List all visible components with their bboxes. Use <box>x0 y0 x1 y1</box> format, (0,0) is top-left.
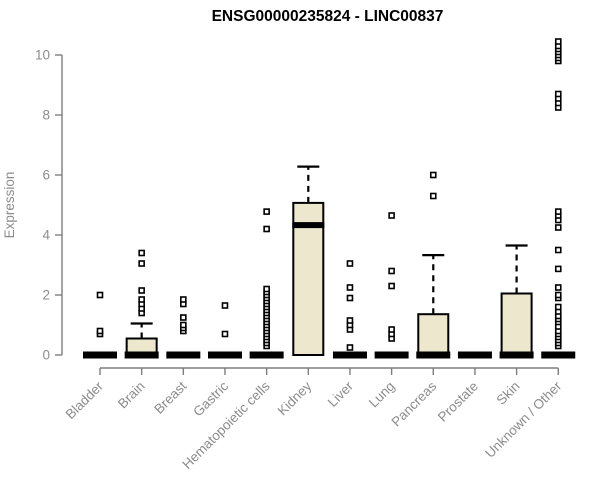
median-pancreas <box>416 351 451 359</box>
outlier-point-hematopoietic-cells <box>263 208 270 215</box>
outlier-point-breast <box>180 296 187 303</box>
median-lung <box>374 351 409 359</box>
chart-title: ENSG00000235824 - LINC00837 <box>211 8 444 25</box>
median-breast <box>166 351 201 359</box>
outlier-point-brain <box>138 287 145 294</box>
x-tick-label-lung: Lung <box>366 379 398 411</box>
x-tick-label-breast: Breast <box>151 378 189 416</box>
outlier-point-breast <box>180 321 187 329</box>
outlier-point-brain <box>138 296 145 303</box>
outlier-point-lung <box>388 267 395 275</box>
outlier-point-hematopoietic-cells <box>263 225 270 233</box>
median-gastric <box>207 351 242 359</box>
y-tick-label: 10 <box>35 48 50 63</box>
x-tick-label-liver: Liver <box>325 378 357 410</box>
outlier-point-liver <box>346 294 354 302</box>
outlier-point-unknown-other <box>554 224 562 231</box>
median-brain <box>124 351 159 359</box>
outlier-point-brain <box>138 249 145 257</box>
median-skin <box>499 351 534 359</box>
x-tick-label-skin: Skin <box>494 379 523 408</box>
outlier-point-unknown-other <box>554 284 562 291</box>
outlier-point-liver <box>346 344 354 351</box>
x-tick-label-prostate: Prostate <box>435 379 481 425</box>
outlier-point-unknown-other <box>554 303 562 311</box>
median-liver <box>332 351 367 359</box>
x-tick-label-unknown-other: Unknown / Other <box>482 378 565 461</box>
outlier-point-unknown-other <box>554 265 562 273</box>
box-skin <box>500 292 533 356</box>
outlier-point-gastric <box>221 330 229 338</box>
box-pancreas <box>417 313 450 357</box>
x-tick-label-gastric: Gastric <box>190 378 231 419</box>
outlier-point-hematopoietic-cells <box>263 285 270 293</box>
outlier-point-unknown-other <box>554 291 562 299</box>
outlier-point-pancreas <box>429 171 437 179</box>
outlier-point-bladder <box>96 291 104 299</box>
outlier-point-lung <box>388 212 395 219</box>
outlier-point-liver <box>346 260 354 267</box>
outlier-point-unknown-other <box>554 246 562 254</box>
x-tick-label-kidney: Kidney <box>275 378 315 418</box>
y-tick-label: 6 <box>42 168 50 183</box>
median-prostate <box>457 351 492 359</box>
median-bladder <box>83 351 117 359</box>
outlier-point-liver <box>346 317 354 324</box>
median-kidney <box>292 222 325 229</box>
y-tick-label: 2 <box>42 288 50 303</box>
outlier-point-liver <box>346 284 354 291</box>
outlier-point-lung <box>388 326 395 333</box>
box-kidney <box>292 201 325 356</box>
x-tick-label-brain: Brain <box>115 379 148 412</box>
x-tick-label-bladder: Bladder <box>63 378 107 422</box>
outlier-point-brain <box>138 260 145 267</box>
outlier-point-unknown-other <box>554 90 562 98</box>
outlier-point-unknown-other <box>554 208 562 215</box>
y-tick-label: 0 <box>42 348 50 363</box>
median-hematopoietic-cells <box>249 351 284 359</box>
x-tick-label-pancreas: Pancreas <box>388 378 439 429</box>
outlier-point-breast <box>180 314 187 321</box>
y-tick-label: 8 <box>42 108 50 123</box>
outlier-point-pancreas <box>429 192 437 200</box>
outlier-point-unknown-other <box>554 38 562 45</box>
outlier-point-bladder <box>96 327 104 335</box>
y-tick-label: 4 <box>42 228 50 243</box>
y-axis-title: Expression <box>2 172 17 239</box>
outlier-point-gastric <box>221 302 229 309</box>
outlier-point-lung <box>388 282 395 290</box>
median-unknown-other <box>541 351 576 359</box>
